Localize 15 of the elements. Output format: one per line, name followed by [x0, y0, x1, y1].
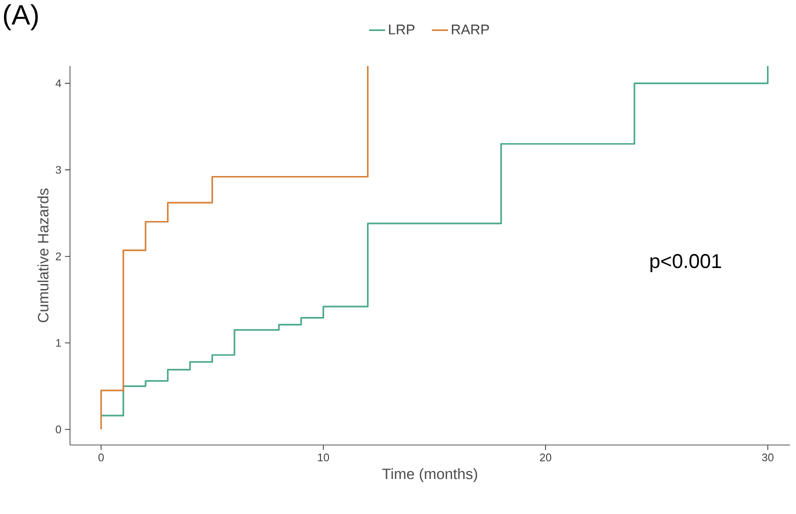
annotation: p<0.001	[650, 254, 722, 272]
x-tick-label: 0	[98, 454, 104, 462]
y-tick-label: 4	[56, 80, 62, 88]
x-axis-title: Time (months)	[382, 468, 478, 482]
x-tick-label: 20	[540, 454, 552, 462]
legend-label: RARP	[452, 24, 489, 34]
legend-label: LRP	[389, 24, 414, 34]
x-tick-label: 30	[762, 454, 774, 462]
y-tick-label: 1	[56, 339, 61, 347]
chart-title: (A)	[4, 4, 38, 30]
x-tick-label: 10	[318, 454, 330, 462]
y-tick-label: 2	[56, 252, 61, 260]
y-tick-label: 3	[56, 166, 61, 174]
y-tick-label: 0	[56, 426, 62, 434]
y-axis-title: Cumulative Hazards	[37, 188, 48, 322]
